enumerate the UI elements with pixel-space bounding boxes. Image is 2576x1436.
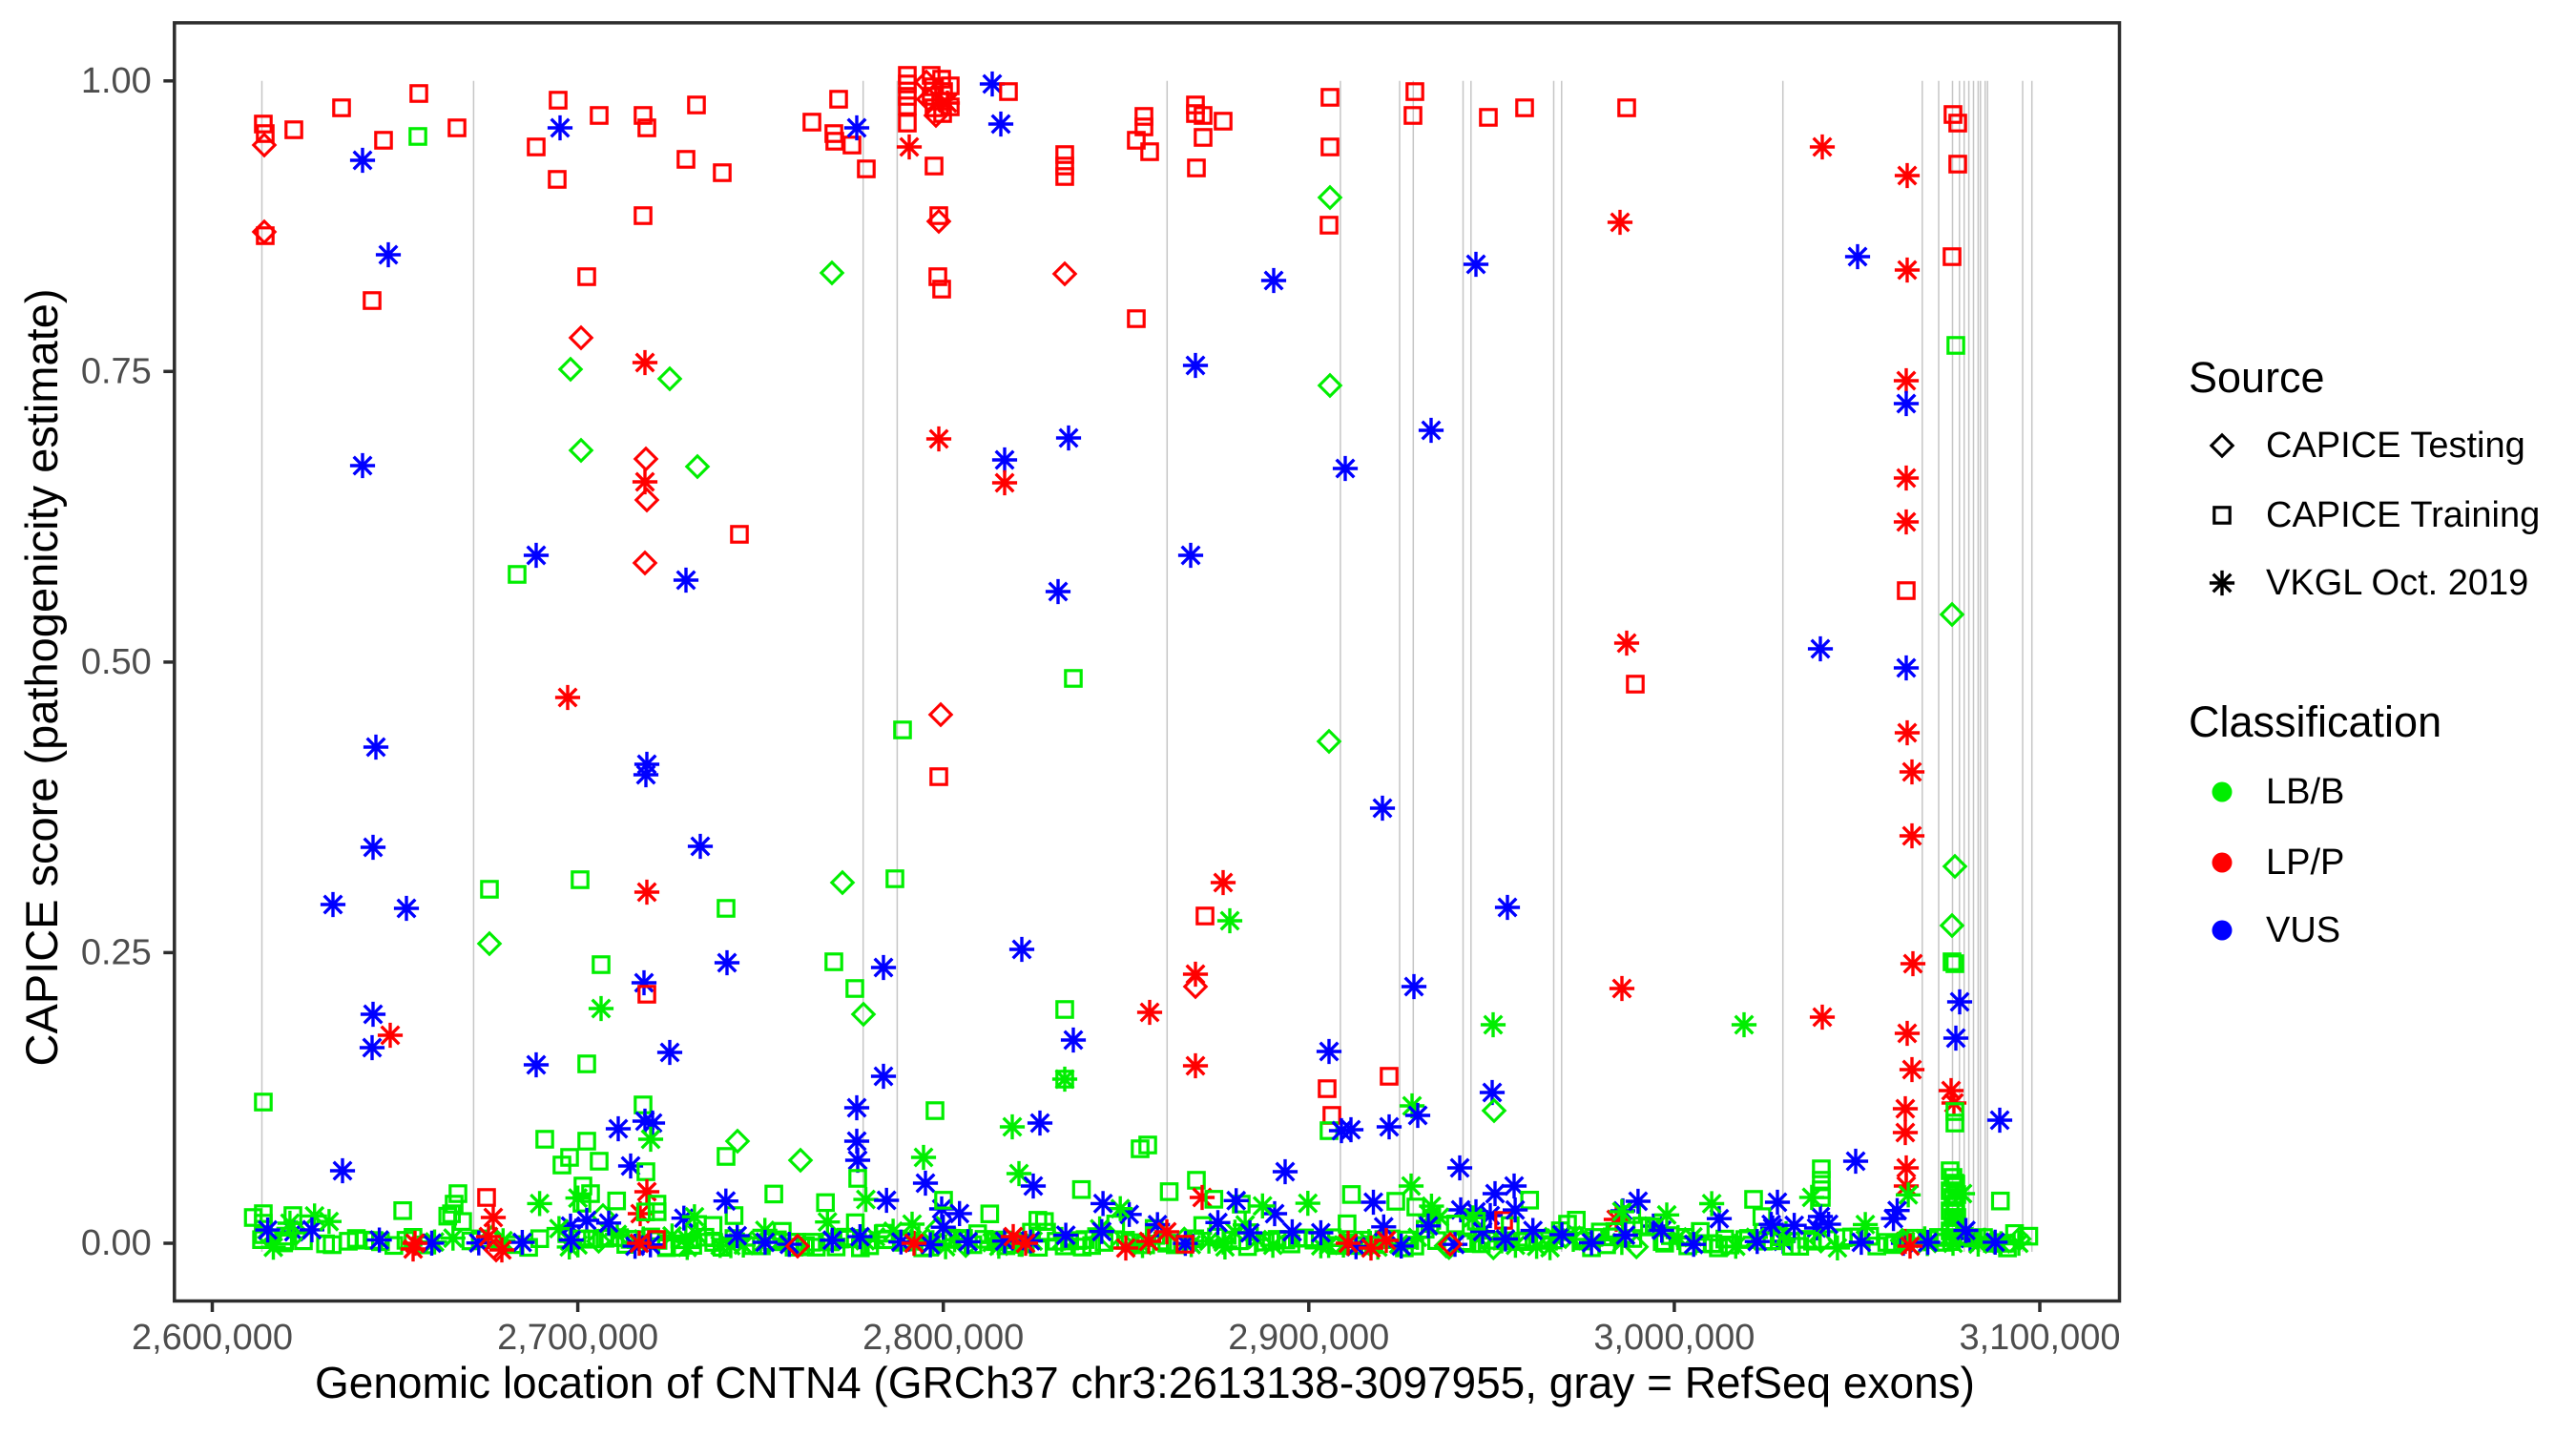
svg-text:3,100,000: 3,100,000 [1959, 1318, 2120, 1358]
svg-text:CAPICE Testing: CAPICE Testing [2266, 426, 2525, 466]
svg-text:Source: Source [2189, 353, 2325, 402]
svg-text:CAPICE score (pathogenicity es: CAPICE score (pathogenicity estimate) [16, 289, 67, 1067]
svg-text:Classification: Classification [2189, 697, 2441, 746]
svg-text:1.00: 1.00 [81, 61, 152, 101]
svg-text:0.50: 0.50 [81, 642, 152, 682]
svg-text:VKGL Oct. 2019: VKGL Oct. 2019 [2266, 563, 2528, 603]
svg-text:0.00: 0.00 [81, 1223, 152, 1263]
svg-text:2,700,000: 2,700,000 [497, 1318, 658, 1358]
svg-text:VUS: VUS [2266, 910, 2340, 950]
svg-text:2,900,000: 2,900,000 [1228, 1318, 1389, 1358]
svg-text:2,600,000: 2,600,000 [132, 1318, 293, 1358]
svg-text:2,800,000: 2,800,000 [862, 1318, 1024, 1358]
svg-text:0.25: 0.25 [81, 932, 152, 972]
svg-text:Genomic location of CNTN4 (GRC: Genomic location of CNTN4 (GRCh37 chr3:2… [315, 1358, 1975, 1407]
svg-text:3,000,000: 3,000,000 [1593, 1318, 1755, 1358]
svg-text:LP/P: LP/P [2266, 843, 2344, 883]
svg-text:CAPICE Training: CAPICE Training [2266, 495, 2540, 535]
svg-text:0.75: 0.75 [81, 351, 152, 391]
svg-text:LB/B: LB/B [2266, 772, 2344, 812]
